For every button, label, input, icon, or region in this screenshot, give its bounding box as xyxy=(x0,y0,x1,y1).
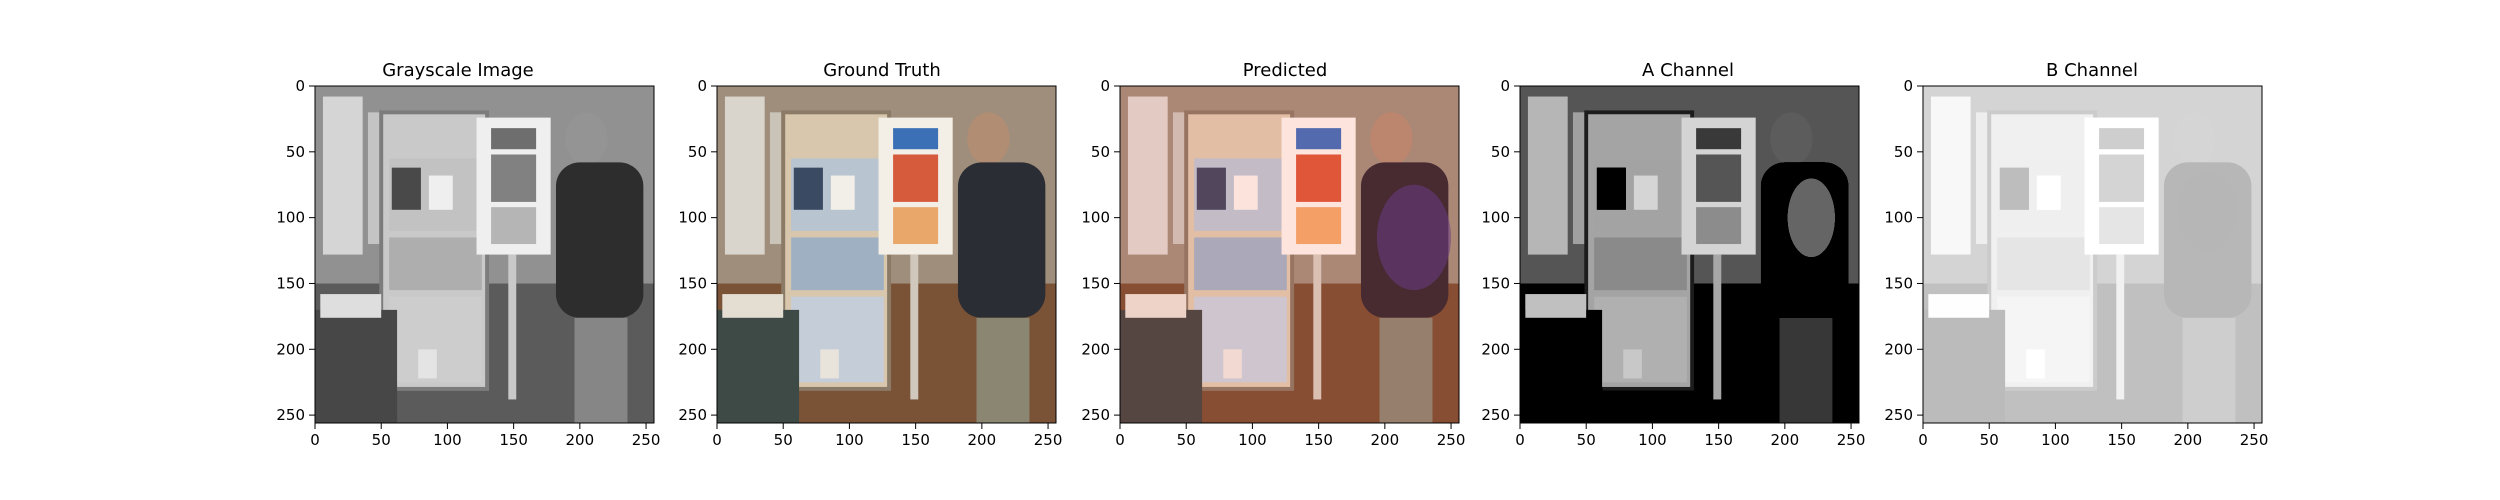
y-tick-label: 200 xyxy=(678,340,707,358)
y-tick-label: 100 xyxy=(678,209,707,227)
x-tick-label: 250 xyxy=(1437,431,1466,449)
x-tick-label: 0 xyxy=(1515,431,1525,449)
x-tick-label: 150 xyxy=(1304,431,1333,449)
x-tick-label: 100 xyxy=(1238,431,1267,449)
axes-frame xyxy=(1119,85,1460,424)
panel-ground-truth: Ground Truth xyxy=(715,60,1058,426)
y-tick-label: 0 xyxy=(1100,77,1110,95)
y-tick-label: 150 xyxy=(1884,274,1913,292)
axes-frame xyxy=(716,85,1057,424)
axes-frame xyxy=(1922,85,2263,424)
y-tick-label: 0 xyxy=(1500,77,1510,95)
x-tick-label: 150 xyxy=(1704,431,1733,449)
x-tick-label: 200 xyxy=(968,431,997,449)
x-tick-label: 0 xyxy=(310,431,320,449)
y-tick-label: 150 xyxy=(276,274,305,292)
x-tick-label: 200 xyxy=(1771,431,1800,449)
y-tick-label: 100 xyxy=(1884,209,1913,227)
y-tick-label: 0 xyxy=(1903,77,1913,95)
x-tick-label: 100 xyxy=(433,431,462,449)
x-tick-label: 100 xyxy=(2041,431,2070,449)
panel-a-channel: A Channel xyxy=(1518,60,1861,426)
x-tick-label: 150 xyxy=(901,431,930,449)
y-tick-label: 0 xyxy=(697,77,707,95)
y-tick-label: 250 xyxy=(678,406,707,424)
y-tick-label: 50 xyxy=(1491,143,1510,161)
panel-image xyxy=(313,84,656,426)
x-tick-label: 200 xyxy=(1371,431,1400,449)
y-tick-label: 50 xyxy=(286,143,305,161)
y-tick-label: 0 xyxy=(295,77,305,95)
x-tick-label: 250 xyxy=(1034,431,1063,449)
y-tick-label: 250 xyxy=(1481,406,1510,424)
axis-ticks: 0 50 100 150 200 250 0 50 100 150 200 250 0 50 100 150 2… xyxy=(276,77,2268,449)
panel-grayscale: Grayscale Image xyxy=(313,60,656,426)
y-tick-label: 150 xyxy=(1481,274,1510,292)
y-tick-label: 150 xyxy=(1081,274,1110,292)
x-tick-label: 50 xyxy=(774,431,793,449)
panel-b-channel: B Channel xyxy=(1921,60,2264,426)
y-tick-label: 200 xyxy=(1884,340,1913,358)
y-tick-label: 200 xyxy=(1081,340,1110,358)
x-tick-label: 50 xyxy=(1577,431,1596,449)
x-tick-label: 50 xyxy=(1177,431,1196,449)
y-tick-label: 250 xyxy=(1884,406,1913,424)
y-tick-label: 250 xyxy=(1081,406,1110,424)
panel-title: Grayscale Image xyxy=(382,60,534,81)
x-tick-label: 250 xyxy=(632,431,661,449)
y-tick-label: 100 xyxy=(1081,209,1110,227)
y-tick-label: 100 xyxy=(1481,209,1510,227)
axes-frame xyxy=(1519,85,1860,424)
x-tick-label: 250 xyxy=(2240,431,2269,449)
x-tick-label: 100 xyxy=(835,431,864,449)
y-tick-label: 50 xyxy=(1894,143,1913,161)
x-tick-label: 0 xyxy=(712,431,722,449)
panel-predicted: Predicted xyxy=(1118,60,1461,426)
y-tick-label: 100 xyxy=(276,209,305,227)
y-tick-label: 150 xyxy=(678,274,707,292)
x-tick-label: 200 xyxy=(566,431,595,449)
x-tick-label: 50 xyxy=(372,431,391,449)
panel-title: Ground Truth xyxy=(823,60,941,81)
y-tick-label: 50 xyxy=(688,143,707,161)
panel-image xyxy=(715,84,1058,426)
panel-title: Predicted xyxy=(1243,60,1328,81)
panel-image xyxy=(1518,84,1861,426)
x-tick-label: 0 xyxy=(1918,431,1928,449)
x-tick-label: 50 xyxy=(1980,431,1999,449)
panel-image xyxy=(1921,84,2264,426)
x-tick-label: 250 xyxy=(1837,431,1866,449)
x-tick-label: 100 xyxy=(1638,431,1667,449)
x-tick-label: 150 xyxy=(499,431,528,449)
x-tick-label: 0 xyxy=(1115,431,1125,449)
y-tick-label: 200 xyxy=(1481,340,1510,358)
panel-title: A Channel xyxy=(1642,60,1734,81)
x-tick-label: 150 xyxy=(2107,431,2136,449)
y-tick-label: 200 xyxy=(276,340,305,358)
axes-frame xyxy=(314,85,655,424)
panel-image xyxy=(1118,84,1461,426)
y-tick-label: 250 xyxy=(276,406,305,424)
x-tick-label: 200 xyxy=(2174,431,2203,449)
y-tick-label: 50 xyxy=(1091,143,1110,161)
panel-title: B Channel xyxy=(2046,60,2138,81)
